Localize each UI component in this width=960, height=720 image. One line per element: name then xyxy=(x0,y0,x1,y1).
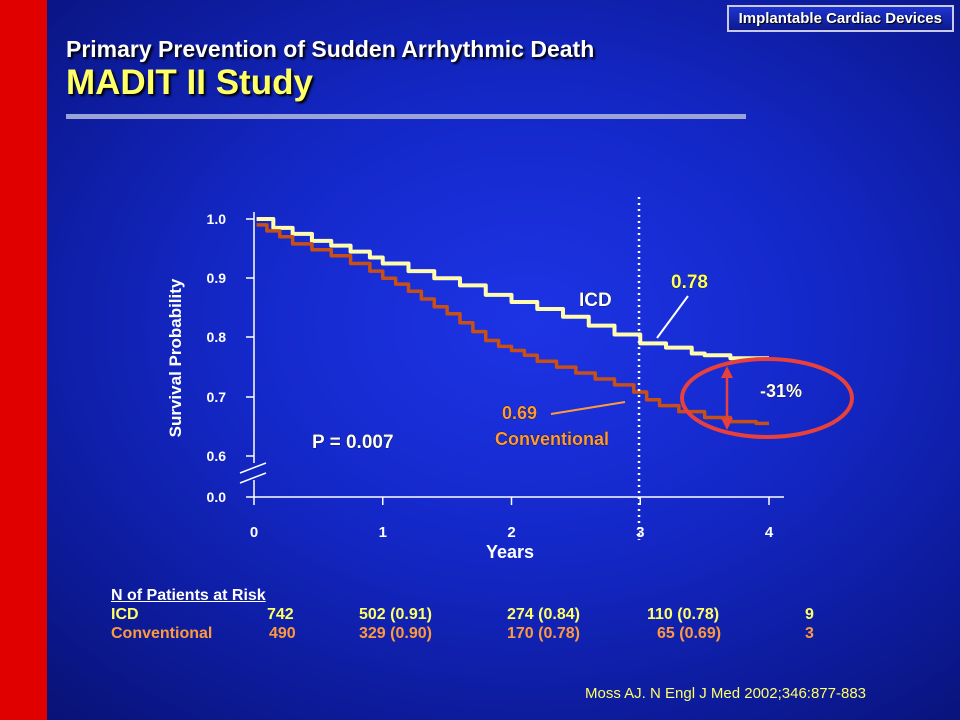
risk-cell: 3 xyxy=(805,625,814,642)
arrow-head-up xyxy=(721,366,733,378)
risk-cell: 502 (0.91) xyxy=(359,606,432,623)
icd-label: ICD xyxy=(579,290,612,311)
conventional-value-label: 0.69 xyxy=(502,403,537,423)
risk-cell: 329 (0.90) xyxy=(359,625,432,642)
y-tick-label: 0.8 xyxy=(207,329,227,345)
risk-label: ICD xyxy=(111,606,139,623)
icd-value-label: 0.78 xyxy=(671,272,708,293)
y-tick-label: 0.6 xyxy=(207,448,227,464)
chart-series xyxy=(256,217,769,426)
reduction-label: -31% xyxy=(760,381,802,401)
citation: Moss AJ. N Engl J Med 2002;346:877-883 xyxy=(585,685,867,702)
risk-cell: 170 (0.78) xyxy=(507,625,580,642)
x-tick-label: 0 xyxy=(250,524,258,541)
title-underline xyxy=(66,114,746,119)
slide-subtitle: MADIT II Study xyxy=(66,63,313,102)
risk-cell: 742 xyxy=(267,606,294,623)
risk-cell: 9 xyxy=(805,606,814,623)
y-tick-label: 0.7 xyxy=(207,389,227,405)
chart-annotations: ICD 0.78 0.69 Conventional P = 0.007 -31% xyxy=(312,197,854,540)
axis-break-mark xyxy=(239,472,267,484)
y-tick-label: 1.0 xyxy=(207,211,227,227)
arrow-head-down xyxy=(721,418,733,430)
risk-row-icd: ICD 742 502 (0.91) 274 (0.84) 110 (0.78)… xyxy=(111,605,814,624)
y-tick-label: 0.9 xyxy=(207,270,227,286)
conventional-pointer xyxy=(550,401,626,415)
x-tick-label: 1 xyxy=(379,524,387,541)
axis-break-mark xyxy=(239,462,267,474)
y-tick-label: 0.0 xyxy=(207,489,227,505)
risk-table-heading: N of Patients at Risk xyxy=(111,587,266,604)
y-axis-label: Survival Probability xyxy=(166,278,185,437)
icd-pointer xyxy=(656,295,689,339)
x-tick-label: 4 xyxy=(765,524,774,541)
icd-curve xyxy=(256,217,769,361)
x-tick-label: 3 xyxy=(636,524,644,541)
left-accent-bar xyxy=(0,0,47,720)
x-axis-label: Years xyxy=(486,542,534,562)
risk-label: Conventional xyxy=(111,625,213,642)
risk-cell: 65 (0.69) xyxy=(657,625,722,642)
x-tick-label: 2 xyxy=(507,524,515,541)
risk-cell: 490 xyxy=(269,625,296,642)
conventional-label: Conventional xyxy=(495,429,609,449)
p-value-label: P = 0.007 xyxy=(312,432,394,453)
section-tag: Implantable Cardiac Devices xyxy=(726,5,954,32)
chart-axes: 0.0 0.6 0.7 0.8 0.9 1.0 0 1 2 3 4 Years Survival Pro… xyxy=(166,211,784,562)
difference-ellipse xyxy=(680,357,854,439)
conventional-curve xyxy=(256,223,769,426)
risk-cell: 110 (0.78) xyxy=(647,606,720,623)
slide-title: Primary Prevention of Sudden Arrhythmic … xyxy=(66,36,595,62)
risk-cell: 274 (0.84) xyxy=(507,606,580,623)
risk-table: N of Patients at Risk ICD 742 502 (0.91)… xyxy=(111,586,814,643)
risk-row-conventional: Conventional 490 329 (0.90) 170 (0.78) 6… xyxy=(111,624,814,643)
